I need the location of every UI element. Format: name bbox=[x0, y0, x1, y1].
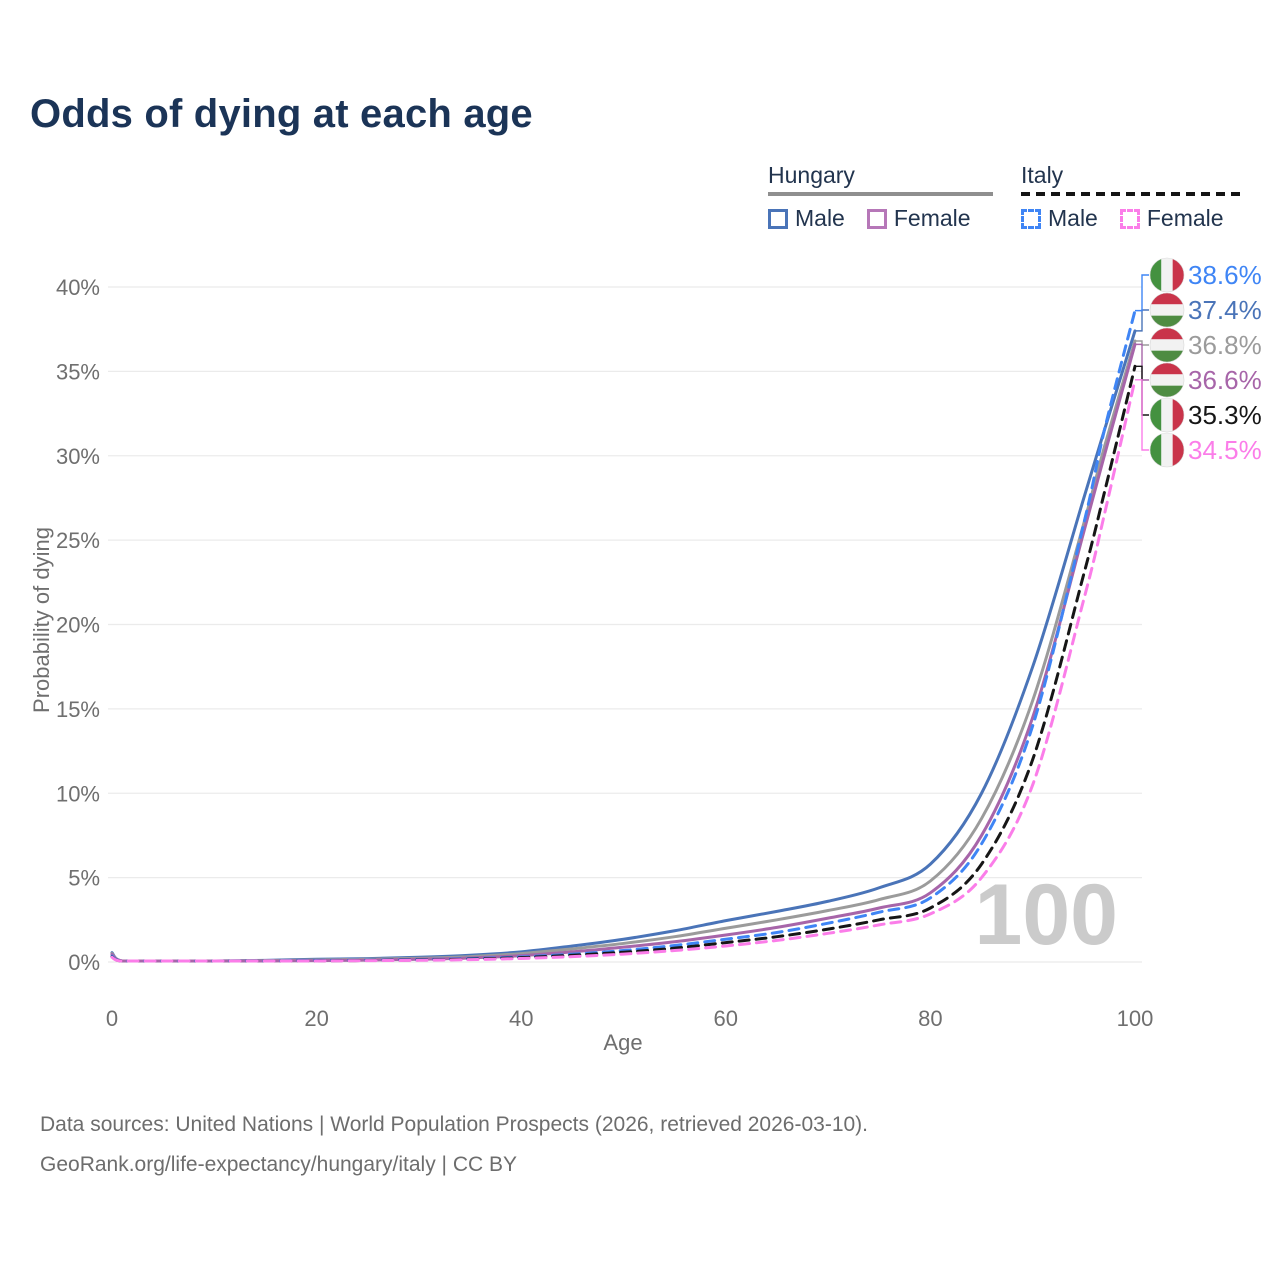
leader-line-hu-male bbox=[1135, 309, 1149, 332]
y-tick-label: 40% bbox=[56, 275, 100, 300]
x-tick-label: 20 bbox=[304, 1006, 328, 1031]
hover-age-watermark: 100 bbox=[975, 867, 1119, 963]
legend-item-hungary-female[interactable]: Female bbox=[866, 205, 971, 232]
x-tick-label: 80 bbox=[918, 1006, 942, 1031]
data-source-line: Data sources: United Nations | World Pop… bbox=[40, 1113, 869, 1136]
y-tick-label: 15% bbox=[56, 697, 100, 722]
y-axis-title: Probability of dying bbox=[29, 527, 54, 713]
footer: Data sources: United Nations | World Pop… bbox=[40, 1105, 868, 1185]
legend-group-italy: Italy Male Female bbox=[1021, 162, 1246, 232]
hungary-line-style-icon bbox=[768, 192, 993, 196]
x-tick-label: 0 bbox=[106, 1006, 118, 1031]
end-value-label-it-male: 38.6% bbox=[1188, 260, 1262, 290]
y-tick-label: 25% bbox=[56, 528, 100, 553]
attribution-line: GeoRank.org/life-expectancy/hungary/ital… bbox=[40, 1153, 518, 1176]
legend-label-italy-male: Male bbox=[1048, 205, 1098, 231]
hungary-flag-ring bbox=[1149, 292, 1185, 328]
leader-line-hu-female bbox=[1135, 343, 1149, 381]
end-value-label-hu-female: 36.6% bbox=[1188, 365, 1262, 395]
legend-item-hungary-male[interactable]: Male bbox=[768, 205, 845, 232]
italy-flag-icon bbox=[1150, 398, 1184, 432]
y-tick-label: 35% bbox=[56, 359, 100, 384]
end-value-label-it-total: 35.3% bbox=[1188, 400, 1262, 430]
italy-flag-icon bbox=[1150, 433, 1184, 467]
y-tick-label: 30% bbox=[56, 444, 100, 469]
y-tick-label: 5% bbox=[68, 866, 100, 891]
hungary-male-swatch-icon[interactable] bbox=[768, 208, 788, 229]
legend-item-italy-female[interactable]: Female bbox=[1119, 205, 1224, 232]
italy-flag-icon bbox=[1150, 258, 1184, 292]
leader-line-hu-total bbox=[1135, 340, 1149, 346]
end-value-label-hu-total: 36.8% bbox=[1188, 330, 1262, 360]
hungary-flag-ring bbox=[1149, 327, 1185, 363]
x-tick-label: 40 bbox=[509, 1006, 533, 1031]
y-tick-label: 10% bbox=[56, 781, 100, 806]
italy-male-swatch-icon[interactable] bbox=[1021, 208, 1041, 229]
italy-flag-ring bbox=[1149, 257, 1185, 293]
italy-flag-ring bbox=[1149, 432, 1185, 468]
hungary-flag-icon bbox=[1150, 328, 1184, 362]
end-value-label-it-female: 34.5% bbox=[1188, 435, 1262, 465]
legend-label-italy-female: Female bbox=[1146, 205, 1224, 231]
x-tick-label: 60 bbox=[714, 1006, 738, 1031]
hungary-flag-icon bbox=[1150, 293, 1184, 327]
x-axis-title: Age bbox=[603, 1030, 643, 1055]
series-line-it-female[interactable] bbox=[110, 378, 1137, 963]
legend-item-italy-male[interactable]: Male bbox=[1021, 205, 1098, 232]
hungary-flag-icon bbox=[1150, 363, 1184, 397]
italy-flag-ring bbox=[1149, 397, 1185, 433]
leader-line-it-female bbox=[1135, 379, 1149, 451]
italy-female-swatch-icon[interactable] bbox=[1119, 208, 1140, 229]
italy-line-style-icon bbox=[1021, 192, 1246, 196]
legend-header-italy[interactable]: Italy bbox=[1021, 162, 1064, 188]
legend-header-hungary[interactable]: Hungary bbox=[768, 162, 855, 188]
end-value-label-hu-male: 37.4% bbox=[1188, 295, 1262, 325]
legend-group-hungary: Hungary Male Female bbox=[768, 162, 993, 232]
legend-label-hungary-male: Male bbox=[795, 205, 845, 231]
hungary-flag-ring bbox=[1149, 362, 1185, 398]
y-tick-label: 0% bbox=[68, 950, 100, 975]
leader-line-it-male bbox=[1135, 274, 1149, 312]
hungary-female-swatch-icon[interactable] bbox=[866, 208, 887, 229]
x-tick-label: 100 bbox=[1117, 1006, 1154, 1031]
y-tick-label: 20% bbox=[56, 613, 100, 638]
page-title: Odds of dying at each age bbox=[30, 92, 533, 136]
legend-label-hungary-female: Female bbox=[893, 205, 971, 231]
